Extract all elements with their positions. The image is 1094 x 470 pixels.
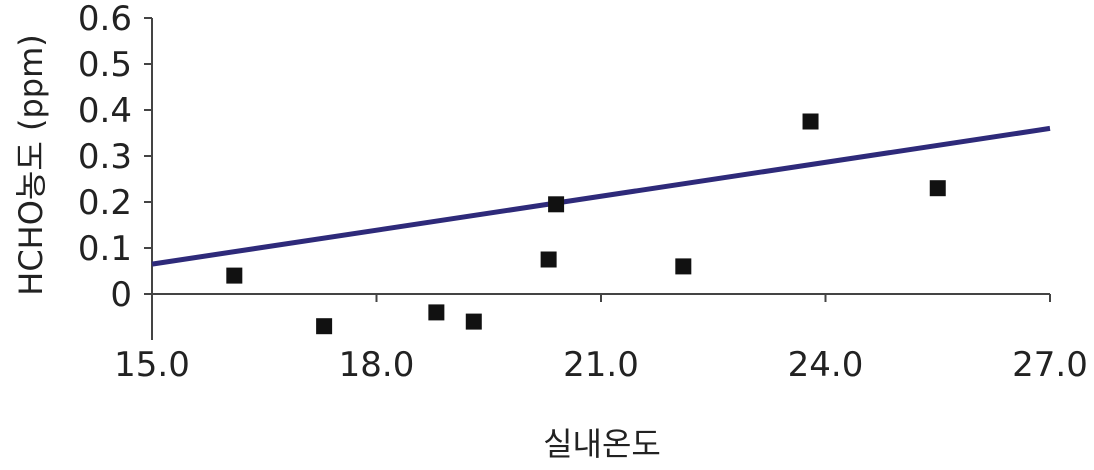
x-tick-label: 15.0 — [114, 345, 190, 385]
x-tick-label: 24.0 — [788, 345, 864, 385]
data-points — [226, 113, 946, 335]
data-point — [929, 180, 946, 197]
axes — [151, 18, 1050, 340]
data-point — [465, 313, 482, 330]
data-point — [675, 258, 692, 275]
data-point — [548, 196, 565, 213]
data-point — [226, 267, 243, 284]
data-point — [428, 304, 445, 321]
x-tick-label: 21.0 — [563, 345, 639, 385]
y-tick-label: 0.3 — [78, 137, 132, 177]
y-axis-title: HCHO농도 (ppm) — [12, 34, 50, 295]
y-tick-label: 0.5 — [78, 45, 132, 85]
y-tick-label: 0.4 — [78, 91, 132, 131]
data-point — [540, 251, 557, 268]
y-tick-label: 0.6 — [78, 0, 132, 39]
x-tick-label: 18.0 — [339, 345, 415, 385]
trendline-group — [151, 125, 1051, 267]
x-tick-label: 27.0 — [1012, 345, 1088, 385]
data-point — [802, 113, 819, 130]
y-tick-label: 0.2 — [78, 183, 132, 223]
x-axis-title: 실내온도 — [543, 425, 661, 463]
y-tick-label: 0.1 — [78, 229, 132, 269]
y-axis-ticks: 0 0.1 0.2 0.3 0.4 0.5 0.6 — [78, 0, 152, 315]
y-tick-label: 0 — [110, 275, 132, 315]
data-point — [316, 318, 333, 335]
x-axis-ticks: 15.0 18.0 21.0 24.0 27.0 — [114, 294, 1088, 385]
trendline — [151, 125, 1051, 267]
